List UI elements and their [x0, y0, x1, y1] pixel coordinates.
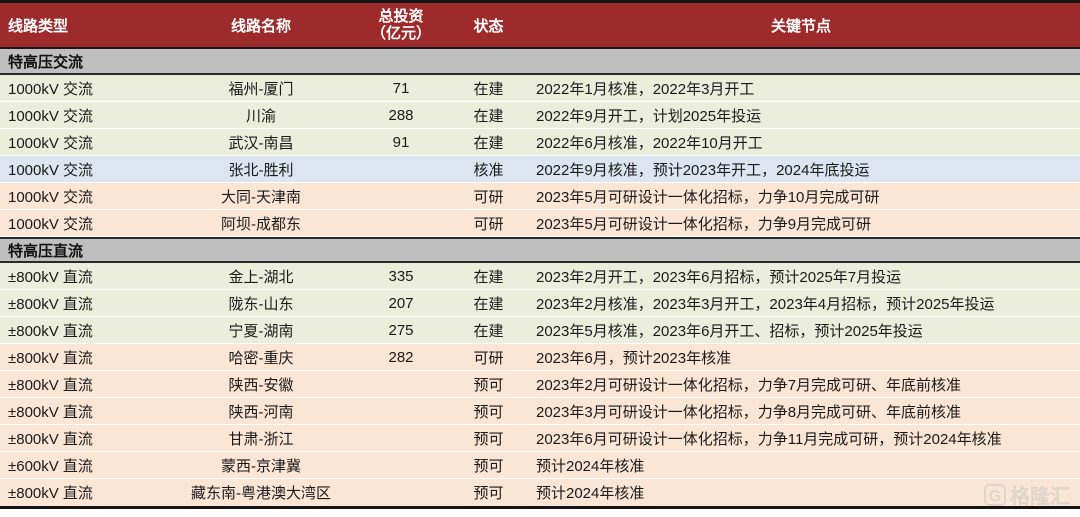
status-value: 在建 [473, 107, 504, 125]
milestones-value: 2023年2月开工，2023年6月招标，预计2025年7月投运 [536, 268, 902, 286]
line-type: ±800kV 直流 [8, 295, 93, 313]
line-type: ±800kV 直流 [8, 268, 93, 286]
header-status: 状态 [473, 17, 504, 35]
milestones-value: 2022年9月开工，计划2025年投运 [536, 107, 762, 125]
status-value: 核准 [473, 161, 504, 179]
gelonghui-watermark: G 格隆汇 [984, 480, 1070, 509]
line-name: 陕西-河南 [228, 403, 294, 421]
header-investment-line1: 总投资 [378, 8, 424, 25]
line-name: 哈密-重庆 [228, 349, 294, 367]
milestones-value: 预计2024年核准 [536, 457, 645, 475]
status-value: 预可 [473, 457, 504, 475]
status-value: 在建 [473, 134, 504, 152]
header-milestones: 关键节点 [770, 17, 831, 35]
milestones-value: 预计2024年核准 [536, 485, 645, 502]
line-name: 大同-天津南 [221, 188, 301, 206]
line-type: ±600kV 直流 [8, 457, 93, 475]
investment-value: 71 [392, 79, 410, 97]
milestones-value: 2022年1月核准，2022年3月开工 [536, 80, 755, 98]
table-row: ±800kV 直流 哈密-重庆 282 可研 2023年6月，预计2023年核准 [0, 344, 1080, 371]
line-type: ±800kV 直流 [8, 485, 93, 502]
table-row: ±800kV 直流 陇东-山东 207 在建 2023年2月核准，2023年3月… [0, 290, 1080, 317]
status-value: 在建 [473, 295, 504, 313]
status-value: 在建 [473, 322, 504, 340]
line-name: 蒙西-京津冀 [221, 457, 301, 475]
investment-value: 288 [388, 106, 414, 124]
gelonghui-watermark-text: 格隆汇 [1010, 486, 1070, 508]
line-type: 1000kV 交流 [8, 107, 94, 125]
table-row: ±600kV 直流 蒙西-京津冀 预可 预计2024年核准 [0, 452, 1080, 479]
milestones-value: 2023年3月可研设计一体化招标，力争8月完成可研、年底前核准 [536, 403, 962, 421]
table-row: 1000kV 交流 张北-胜利 核准 2022年9月核准，预计2023年开工，2… [0, 156, 1080, 183]
line-type: ±800kV 直流 [8, 376, 93, 394]
table-row: ±800kV 直流 金上-湖北 335 在建 2023年2月开工，2023年6月… [0, 263, 1080, 290]
line-name: 武汉-南昌 [228, 134, 294, 152]
line-type: 1000kV 交流 [8, 80, 94, 98]
section-label-uhv-dc: 特高压直流 [8, 242, 84, 260]
status-value: 在建 [473, 80, 504, 98]
table-row: 1000kV 交流 武汉-南昌 91 在建 2022年6月核准，2022年10月… [0, 129, 1080, 156]
investment-value: 282 [388, 348, 414, 366]
milestones-value: 2023年5月可研设计一体化招标，力争10月完成可研 [536, 188, 880, 206]
line-type: 1000kV 交流 [8, 161, 94, 179]
table-row: 1000kV 交流 阿坝-成都东 可研 2023年5月可研设计一体化招标，力争9… [0, 210, 1080, 237]
header-investment-line2: （亿元） [370, 25, 431, 42]
milestones-value: 2023年5月核准，2023年6月开工、招标，预计2025年投运 [536, 322, 923, 340]
table-row: ±800kV 直流 陕西-河南 预可 2023年3月可研设计一体化招标，力争8月… [0, 398, 1080, 425]
line-type: ±800kV 直流 [8, 349, 93, 367]
table-header-row: 线路类型 线路名称 总投资 （亿元） 状态 关键节点 [0, 3, 1080, 49]
line-name: 宁夏-湖南 [228, 322, 294, 340]
status-value: 可研 [473, 349, 504, 367]
header-line-name: 线路名称 [230, 17, 291, 35]
line-name: 藏东南-粤港澳大湾区 [191, 485, 331, 502]
header-investment: 总投资 （亿元） [347, 8, 455, 42]
gelonghui-logo-icon: G [984, 483, 1006, 506]
line-name: 陇东-山东 [228, 295, 294, 313]
line-name: 阿坝-成都东 [221, 215, 301, 233]
investment-value: 91 [392, 133, 410, 151]
line-name: 甘肃-浙江 [228, 430, 294, 448]
section-row-uhv-dc: 特高压直流 [0, 237, 1080, 263]
table-row: 1000kV 交流 大同-天津南 可研 2023年5月可研设计一体化招标，力争1… [0, 183, 1080, 210]
table-row: 1000kV 交流 福州-厦门 71 在建 2022年1月核准，2022年3月开… [0, 75, 1080, 102]
table-row: ±800kV 直流 甘肃-浙江 预可 2023年6月可研设计一体化招标，力争11… [0, 425, 1080, 452]
status-value: 可研 [473, 188, 504, 206]
table-row: ±800kV 直流 宁夏-湖南 275 在建 2023年5月核准，2023年6月… [0, 317, 1080, 344]
status-value: 预可 [473, 430, 504, 448]
milestones-value: 2023年2月核准，2023年3月开工，2023年4月招标，预计2025年投运 [536, 295, 995, 313]
table-row: ±800kV 直流 陕西-安徽 预可 2023年2月可研设计一体化招标，力争7月… [0, 371, 1080, 398]
line-type: ±800kV 直流 [8, 403, 93, 421]
table-row: 1000kV 交流 川渝 288 在建 2022年9月开工，计划2025年投运 [0, 102, 1080, 129]
line-name: 福州-厦门 [228, 80, 294, 98]
milestones-value: 2022年9月核准，预计2023年开工，2024年底投运 [536, 161, 870, 179]
table-row: ±800kV 直流 藏东南-粤港澳大湾区 预可 预计2024年核准 [0, 479, 1080, 506]
section-label-uhv-ac: 特高压交流 [8, 53, 84, 71]
status-value: 可研 [473, 215, 504, 233]
line-type: ±800kV 直流 [8, 322, 93, 340]
line-type: 1000kV 交流 [8, 134, 94, 152]
milestones-value: 2023年2月可研设计一体化招标，力争7月完成可研、年底前核准 [536, 376, 962, 394]
status-value: 预可 [473, 485, 504, 502]
status-value: 预可 [473, 403, 504, 421]
status-value: 预可 [473, 376, 504, 394]
investment-value: 207 [388, 294, 414, 312]
line-type: 1000kV 交流 [8, 188, 94, 206]
line-name: 张北-胜利 [228, 161, 294, 179]
line-type: 1000kV 交流 [8, 215, 94, 233]
milestones-value: 2023年6月可研设计一体化招标，力争11月完成可研，预计2024年核准 [536, 430, 1002, 448]
line-name: 川渝 [245, 107, 276, 125]
line-type: ±800kV 直流 [8, 430, 93, 448]
investment-value: 335 [388, 267, 414, 285]
investment-value: 275 [388, 321, 414, 339]
milestones-value: 2023年5月可研设计一体化招标，力争9月完成可研 [536, 215, 872, 233]
milestones-value: 2023年6月，预计2023年核准 [536, 349, 732, 367]
line-name: 陕西-安徽 [228, 376, 294, 394]
section-row-uhv-ac: 特高压交流 [0, 49, 1080, 75]
status-value: 在建 [473, 268, 504, 286]
header-line-type: 线路类型 [8, 17, 69, 35]
milestones-value: 2022年6月核准，2022年10月开工 [536, 134, 763, 152]
line-name: 金上-湖北 [228, 268, 294, 286]
